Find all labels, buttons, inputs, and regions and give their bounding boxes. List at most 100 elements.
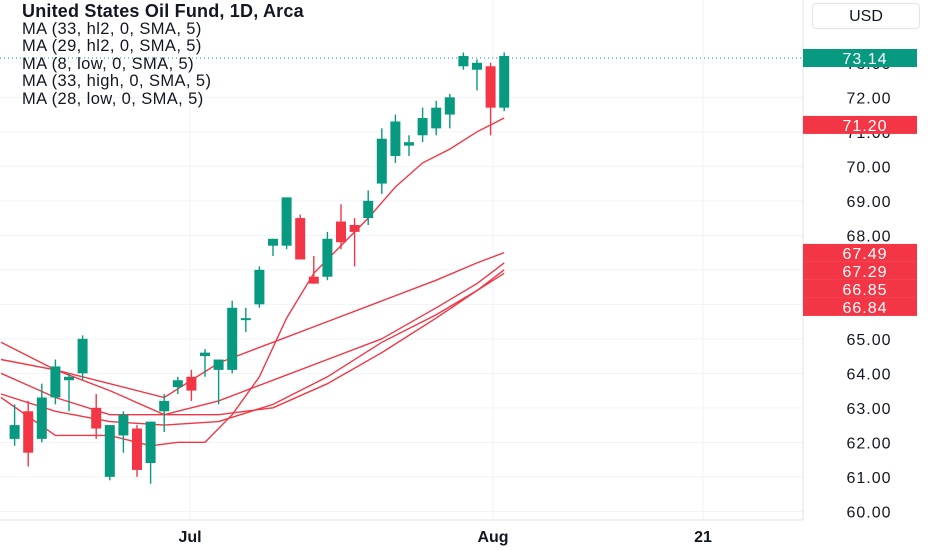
y-tick-label: 63.00 <box>846 401 891 418</box>
price-label: 67.29 <box>803 261 917 281</box>
candle-body <box>336 221 346 243</box>
y-tick-label: 60.00 <box>846 504 891 521</box>
price-label-text: 66.84 <box>842 300 887 317</box>
candle <box>322 231 333 281</box>
price-label-box <box>803 261 917 280</box>
y-tick-label: 70.00 <box>846 159 891 176</box>
candle-body <box>213 359 224 370</box>
candle <box>186 369 197 401</box>
price-label-text: 71.20 <box>842 118 887 135</box>
x-tick-label: Aug <box>477 529 508 546</box>
moving-average-line <box>0 251 505 399</box>
candle-body <box>200 352 210 357</box>
ma-legend-entry[interactable]: MA (8, low, 0, SMA, 5) <box>22 54 195 73</box>
candle <box>349 218 360 267</box>
candle-body <box>227 307 238 370</box>
candle-body <box>23 411 34 453</box>
price-label-text: 66.85 <box>842 282 887 299</box>
candle <box>240 307 251 332</box>
chart-legend: United States Oil Fund, 1D, Arca MA (33,… <box>22 2 304 108</box>
candle <box>308 256 319 284</box>
candle-body <box>186 376 197 391</box>
y-tick-label: 72.00 <box>846 90 891 107</box>
x-tick-label: 21 <box>694 529 712 546</box>
candle <box>77 335 88 381</box>
candle-body <box>444 97 455 115</box>
price-label: 73.14 <box>803 49 917 68</box>
price-label: 66.84 <box>803 297 917 317</box>
candle <box>9 404 20 446</box>
ma-legend-entry[interactable]: MA (29, hl2, 0, SMA, 5) <box>22 37 202 55</box>
candle-body <box>404 142 414 146</box>
price-label-box <box>803 297 917 316</box>
ma-legend-entry[interactable]: MA (33, high, 0, SMA, 5) <box>22 72 212 90</box>
candle-body <box>431 107 442 129</box>
y-tick-label: 68.00 <box>846 228 891 245</box>
candle <box>472 59 482 91</box>
price-label: 67.49 <box>803 243 917 263</box>
y-tick-label: 69.00 <box>846 194 891 211</box>
y-tick-label: 65.00 <box>846 332 891 349</box>
y-tick-label: 62.00 <box>846 435 891 452</box>
currency-button[interactable]: USD <box>812 3 920 29</box>
candle-body <box>349 224 360 232</box>
candle <box>444 93 455 129</box>
candle-body <box>472 62 482 70</box>
x-tick-label: Jul <box>178 529 201 546</box>
candle-body <box>145 421 156 464</box>
candle <box>336 204 346 250</box>
candle-body <box>363 200 374 219</box>
candle <box>213 359 224 405</box>
candle <box>363 190 374 225</box>
candle-body <box>91 407 102 429</box>
price-label-box <box>803 279 917 298</box>
candle <box>499 52 510 112</box>
candle <box>376 128 387 194</box>
candle <box>64 373 74 412</box>
candle <box>118 411 129 453</box>
price-label: 66.85 <box>803 279 917 299</box>
price-label-box <box>803 49 917 67</box>
candle-body <box>458 55 469 67</box>
candle-body <box>308 276 319 284</box>
candle <box>404 135 414 156</box>
candle <box>458 52 469 70</box>
candle-body <box>64 376 74 381</box>
candle <box>227 300 238 374</box>
candle-body <box>77 338 88 374</box>
price-label-text: 73.14 <box>842 51 887 68</box>
candle <box>268 238 278 257</box>
candle-body <box>172 380 183 388</box>
moving-average-line <box>0 272 505 426</box>
candles-layer <box>9 52 510 484</box>
candle <box>295 214 306 260</box>
candle <box>172 376 183 395</box>
candle-body <box>118 414 129 436</box>
candle <box>485 62 496 136</box>
candle-body <box>104 425 115 477</box>
candle-body <box>159 400 170 412</box>
candle-body <box>132 428 142 470</box>
candle <box>200 349 210 377</box>
price-label-box <box>803 115 917 134</box>
ma-legend-entry[interactable]: MA (33, hl2, 0, SMA, 5) <box>22 19 202 38</box>
candle <box>36 383 47 443</box>
candle-body <box>376 138 387 184</box>
candle <box>254 266 265 308</box>
candle-body <box>36 397 47 439</box>
candle-body <box>485 66 496 108</box>
price-label-text: 67.49 <box>842 246 887 263</box>
candle-body <box>254 269 265 305</box>
candle-body <box>240 318 251 321</box>
candle-body <box>295 218 306 260</box>
candle-body <box>322 238 333 277</box>
candle-body <box>50 366 61 398</box>
ma-legend-entry[interactable]: MA (28, low, 0, SMA, 5) <box>22 89 204 108</box>
price-label-text: 67.29 <box>842 264 887 281</box>
candle <box>23 400 34 467</box>
candle <box>417 107 428 143</box>
candle-body <box>268 238 278 246</box>
price-label-box <box>803 243 917 262</box>
